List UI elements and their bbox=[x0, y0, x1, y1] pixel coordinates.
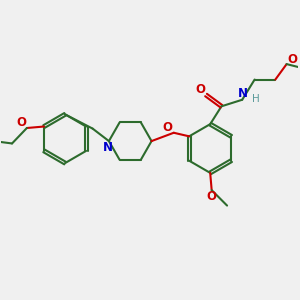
Text: O: O bbox=[196, 83, 206, 97]
Text: N: N bbox=[238, 87, 248, 100]
Text: N: N bbox=[103, 141, 113, 154]
Text: O: O bbox=[207, 190, 217, 202]
Text: O: O bbox=[287, 53, 298, 66]
Text: O: O bbox=[16, 116, 26, 129]
Text: H: H bbox=[252, 94, 260, 104]
Text: O: O bbox=[163, 121, 173, 134]
